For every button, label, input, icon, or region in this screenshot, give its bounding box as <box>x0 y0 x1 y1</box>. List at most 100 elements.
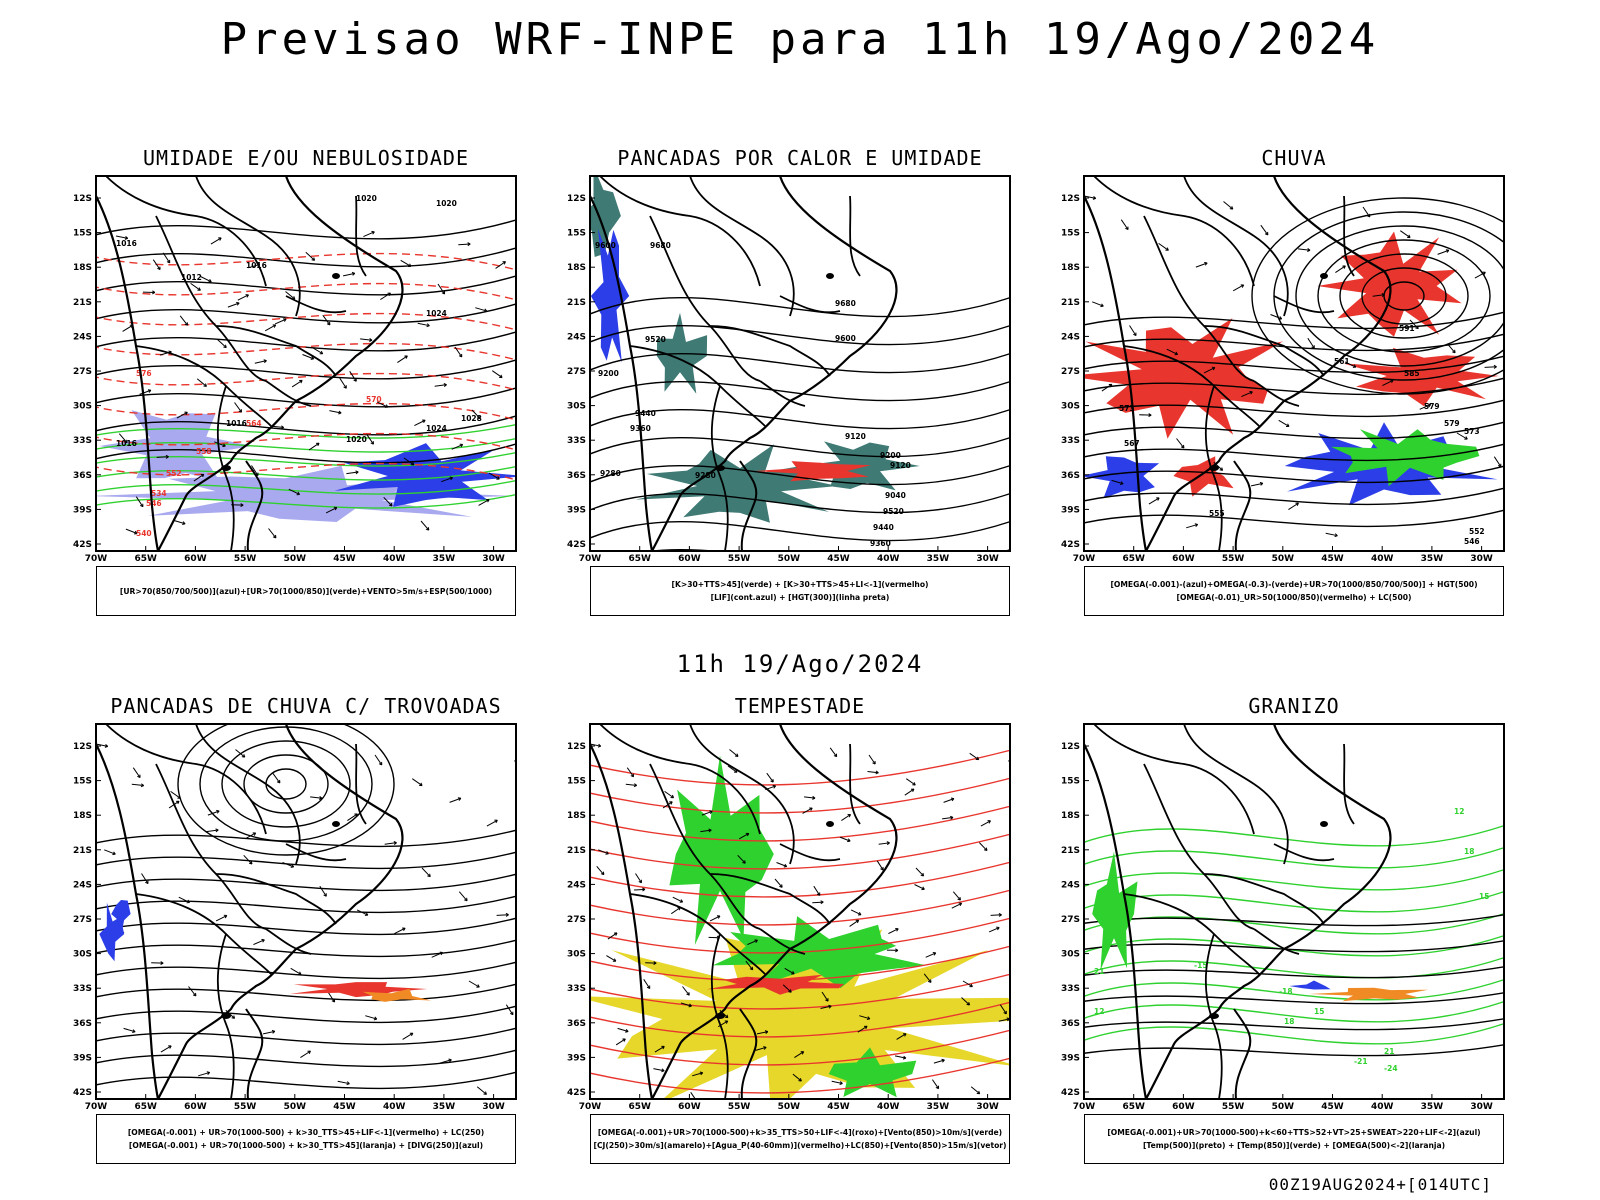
streamline-arrow <box>1409 319 1419 330</box>
country-border <box>1343 743 1355 825</box>
legend-box: [OMEGA(-0.001)+UR>70(1000-500)+k<60+TTS>… <box>1084 1114 1504 1164</box>
wind850-vector <box>878 841 890 846</box>
hgt500-label: 585 <box>1404 369 1420 378</box>
lon-tick-label: 55W <box>728 554 751 564</box>
forecast-map: 12S 15S 18S 21S 24S 27S 30S 33S 36S 39S 42S 70W 65W 6… <box>567 723 1011 1112</box>
lon-tick-label: 65W <box>628 1102 651 1112</box>
reservoir <box>332 821 340 827</box>
wind-vector <box>118 433 128 444</box>
lon-tick-label: 45W <box>333 1102 356 1112</box>
country-border <box>710 385 729 551</box>
streamline-arrow <box>96 743 109 748</box>
hgt500-contour <box>1084 355 1504 374</box>
wind850-vector <box>915 867 925 877</box>
wind850-vector <box>802 807 813 814</box>
wind850-vector <box>756 1030 769 1035</box>
lat-tick-label: 21S <box>1061 298 1080 308</box>
lon-tick-label: 45W <box>333 554 356 564</box>
hgt500-label: 567 <box>1124 439 1140 448</box>
wind850-vector <box>607 932 618 940</box>
andes-border <box>1084 195 1148 551</box>
temp-label: 12 <box>1454 807 1464 816</box>
lon-tick-label: 35W <box>1421 1102 1444 1112</box>
wind-vector <box>122 324 134 332</box>
streamline-arrow <box>1372 293 1385 297</box>
streamline-arrow <box>1298 248 1311 252</box>
hgt500-high-contour <box>1383 281 1425 311</box>
hgt500-label: 555 <box>1209 509 1225 518</box>
temp850-contour <box>1084 824 1504 847</box>
thickness-contour <box>96 342 516 361</box>
wind850-vector <box>664 790 675 799</box>
thickness-contour <box>96 312 516 331</box>
hgt500-high-contour <box>1361 267 1447 325</box>
country-border <box>135 893 272 975</box>
temp850-green-area-west <box>1092 851 1138 971</box>
wind-vector <box>339 377 347 389</box>
streamline-arrow <box>1484 364 1497 369</box>
streamline-arrow <box>458 891 468 902</box>
streamline-arrow <box>1223 201 1234 210</box>
lon-tick-label: 40W <box>877 554 900 564</box>
instability-green-area <box>635 444 838 523</box>
wind-vector <box>173 519 186 526</box>
streamline-arrow <box>1203 366 1216 374</box>
wind850-vector <box>635 873 642 884</box>
thickness-label: 558 <box>196 447 212 456</box>
instability-green-area-nw <box>590 176 621 257</box>
lon-tick-label: 70W <box>579 1102 602 1112</box>
streamline-arrow <box>104 849 116 856</box>
wind-vector <box>342 271 356 277</box>
lon-tick-label: 30W <box>976 554 999 564</box>
temp850-contour <box>1084 1000 1504 1023</box>
legend-line: [LIF](cont.azul) + [HGT(300)](linha pret… <box>710 593 890 602</box>
map-frame <box>95 175 517 552</box>
wind-vector <box>139 389 152 395</box>
temp-label: -21 <box>1354 1057 1368 1066</box>
legend-box: [K>30+TTS>45](verde) + [K>30+TTS>45+LI<-… <box>590 566 1010 616</box>
wind850-vector <box>625 783 638 788</box>
wind-vector <box>152 259 161 271</box>
wind850-vector <box>980 820 991 827</box>
wind850-vector <box>970 1086 981 1095</box>
wind850-vector <box>654 1045 665 1053</box>
country-border <box>599 176 761 287</box>
country-border <box>195 176 301 317</box>
wind850-vector <box>933 1058 945 1064</box>
lc850-streamline <box>590 833 1010 870</box>
wind850-vector <box>737 854 746 864</box>
wind-vector <box>125 528 138 535</box>
hgt500-contour <box>1084 487 1504 506</box>
thickness-label: 540 <box>136 529 152 538</box>
country-border <box>1123 893 1260 975</box>
country-border <box>285 843 347 862</box>
wind850-vector <box>745 960 754 971</box>
andes-border <box>590 743 654 1099</box>
lat-tick-label: 42S <box>1061 540 1080 550</box>
lat-tick-label: 24S <box>73 332 92 342</box>
lat-tick-label: 30S <box>73 950 92 960</box>
streamline-arrow <box>207 809 220 816</box>
humidity-shade-west <box>99 410 253 482</box>
isobar-label: 1016 <box>246 261 267 270</box>
lc250-streamline-high <box>177 724 395 856</box>
isobar-label: 1012 <box>181 273 202 282</box>
lon-tick-label: 30W <box>482 554 505 564</box>
thickness-label: 552 <box>166 469 182 478</box>
instability-red-area <box>754 461 871 482</box>
lat-tick-label: 15S <box>73 229 92 239</box>
andes-border <box>96 195 160 551</box>
wind-vector <box>142 290 156 295</box>
wind-vector <box>312 347 324 355</box>
forecast-map: 1020 1020 1016 1012 1016 1024 1016 1016 1020 1024… <box>73 175 517 564</box>
wind850-vector <box>700 828 712 833</box>
map-frame <box>589 723 1011 1100</box>
wind850-vector <box>925 952 937 958</box>
omega-green-area <box>1330 429 1480 487</box>
streamline-arrow <box>170 790 181 799</box>
hgt300-label: 9520 <box>883 507 904 516</box>
hgt500-contour <box>1084 377 1504 396</box>
panel-umidade: UMIDADE E/OU NEBULOSIDADE 1020 1020 1016 101… <box>73 146 517 616</box>
panel-chuva: CHUVA 591 585 579 573 567 561 555 579 573 552 546 12… <box>1061 146 1505 616</box>
